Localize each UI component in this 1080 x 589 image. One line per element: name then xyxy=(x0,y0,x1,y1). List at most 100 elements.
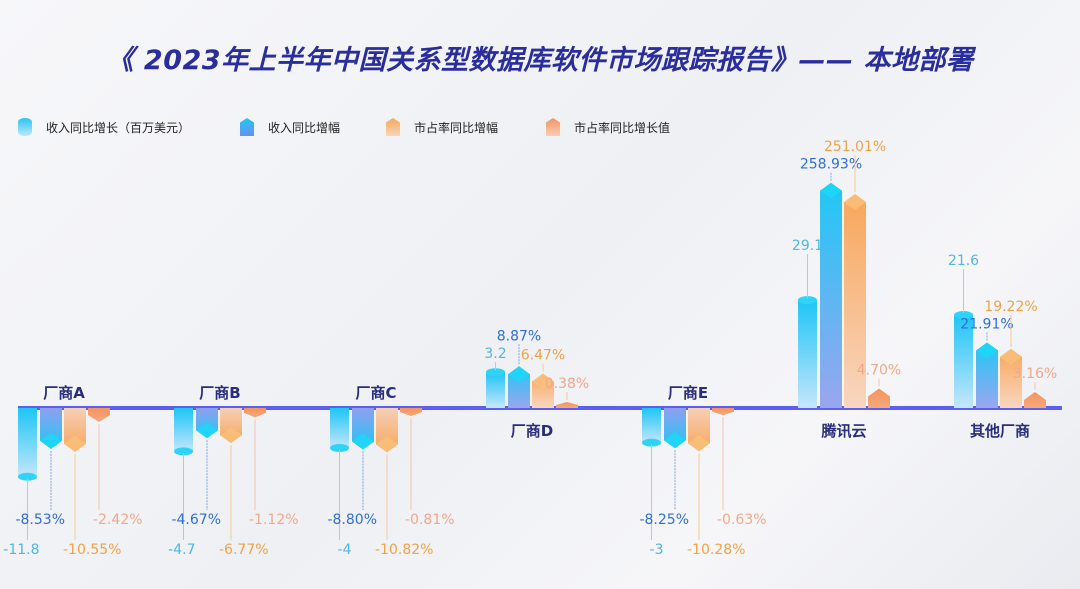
data-label: 21.91% xyxy=(960,316,1013,332)
bar-1-腾讯云: 29.1 xyxy=(792,238,823,408)
bar-3-厂商B: -6.77% xyxy=(219,408,269,558)
bar-body xyxy=(88,408,110,423)
bar-body xyxy=(642,408,661,443)
bar-body xyxy=(18,408,37,477)
bar-2-厂商D: 8.87% xyxy=(497,328,541,408)
legend-item-revenue-growth: 收入同比增长（百万美元） xyxy=(18,118,240,136)
bar-tip xyxy=(196,422,218,439)
bar-tip xyxy=(376,436,398,453)
legend-item-share-change: 市占率同比增长值 xyxy=(546,118,670,136)
bar-body xyxy=(868,388,890,408)
data-label: -4 xyxy=(338,542,352,558)
data-label: 3.2 xyxy=(484,346,506,362)
bar-body xyxy=(556,402,578,408)
legend-label: 收入同比增长（百万美元） xyxy=(46,120,191,135)
category-label: 厂商E xyxy=(668,384,708,402)
bar-body xyxy=(976,342,998,408)
bar-tip xyxy=(664,432,686,449)
data-label: -1.12% xyxy=(249,512,299,528)
bar-1-厂商B: -4.7 xyxy=(168,408,196,558)
data-label: -11.8 xyxy=(3,542,39,558)
bar-body xyxy=(820,182,842,408)
legend-swatch-pentagon-icon xyxy=(546,118,560,136)
bar-cap xyxy=(486,368,505,377)
bar-2-厂商E: -8.25% xyxy=(639,408,689,528)
bar-1-厂商D: 3.2 xyxy=(484,346,507,408)
category-label: 厂商A xyxy=(43,384,85,402)
legend-item-share-rate: 市占率同比增幅 xyxy=(386,118,546,136)
data-label: -3 xyxy=(650,542,664,558)
legend-label: 收入同比增幅 xyxy=(268,120,341,135)
bar-1-厂商C: -4 xyxy=(330,408,352,558)
bar-4-厂商C: -0.81% xyxy=(400,408,455,528)
data-label: -10.55% xyxy=(63,542,121,558)
bar-4-厂商A: -2.42% xyxy=(88,408,143,528)
data-label: 29.1 xyxy=(792,238,823,254)
bar-cap xyxy=(330,444,349,452)
bar-2-其他厂商: 21.91% xyxy=(960,316,1014,408)
legend-swatch-cylinder-icon xyxy=(18,118,32,136)
data-label: 3.16% xyxy=(1013,366,1057,382)
data-label: -8.25% xyxy=(639,512,689,528)
bar-tip xyxy=(220,427,242,444)
bar-body xyxy=(1024,392,1046,408)
data-label: -4.7 xyxy=(168,542,195,558)
bar-tip xyxy=(976,342,998,359)
bar-tip xyxy=(508,366,530,383)
data-label: 6.47% xyxy=(521,348,565,364)
bar-1-其他厂商: 21.6 xyxy=(948,253,979,408)
data-label: -10.82% xyxy=(375,542,433,558)
bar-4-其他厂商: 3.16% xyxy=(1013,366,1057,408)
data-label: -8.80% xyxy=(327,512,377,528)
category-label: 厂商D xyxy=(511,422,553,440)
data-label: -0.63% xyxy=(717,512,767,528)
bar-4-腾讯云: 4.70% xyxy=(857,362,901,408)
bar-cap xyxy=(18,472,37,481)
data-label: -2.42% xyxy=(93,512,143,528)
legend: 收入同比增长（百万美元） 收入同比增幅 市占率同比增幅 市占率同比增长值 xyxy=(18,118,670,136)
data-label: -8.53% xyxy=(15,512,65,528)
bar-body xyxy=(330,408,349,448)
bar-3-厂商D: 6.47% xyxy=(521,348,565,408)
bar-3-其他厂商: 19.22% xyxy=(984,299,1038,408)
bar-2-腾讯云: 258.93% xyxy=(800,157,862,408)
bar-2-厂商C: -8.80% xyxy=(327,408,377,528)
bar-1-厂商E: -3 xyxy=(642,408,664,558)
bar-tip xyxy=(352,433,374,450)
legend-swatch-pentagon-icon xyxy=(240,118,254,136)
bar-tip xyxy=(1000,348,1022,365)
bar-tip xyxy=(688,435,710,452)
bar-4-厂商D: 0.38% xyxy=(545,376,589,408)
category-label: 其他厂商 xyxy=(970,422,1030,440)
bar-4-厂商E: -0.63% xyxy=(712,408,767,528)
data-label: 251.01% xyxy=(824,139,886,155)
bar-3-厂商A: -10.55% xyxy=(63,408,121,558)
bar-body xyxy=(486,372,505,408)
data-label: 4.70% xyxy=(857,362,901,378)
bar-body xyxy=(798,300,817,408)
bar-2-厂商A: -8.53% xyxy=(15,408,65,528)
bar-body xyxy=(712,408,734,416)
data-label: 21.6 xyxy=(948,253,979,269)
bar-1-厂商A: -11.8 xyxy=(3,408,40,558)
bar-body xyxy=(844,194,866,408)
legend-label: 市占率同比增长值 xyxy=(574,120,671,135)
data-label: -10.28% xyxy=(687,542,745,558)
bar-body xyxy=(400,408,422,417)
data-label: 258.93% xyxy=(800,157,862,173)
bar-body xyxy=(954,315,973,408)
category-label: 厂商B xyxy=(199,384,240,402)
legend-label: 市占率同比增幅 xyxy=(414,120,499,135)
bar-body xyxy=(174,408,193,452)
data-label: -4.67% xyxy=(171,512,221,528)
bar-tip xyxy=(820,182,842,199)
data-label: 19.22% xyxy=(984,299,1037,315)
bar-3-厂商E: -10.28% xyxy=(687,408,745,558)
data-label: 8.87% xyxy=(497,328,541,344)
bar-body xyxy=(244,408,266,418)
data-label: -6.77% xyxy=(219,542,269,558)
bar-2-厂商B: -4.67% xyxy=(171,408,221,528)
category-label: 厂商C xyxy=(355,384,396,402)
legend-item-revenue-rate: 收入同比增幅 xyxy=(240,118,386,136)
